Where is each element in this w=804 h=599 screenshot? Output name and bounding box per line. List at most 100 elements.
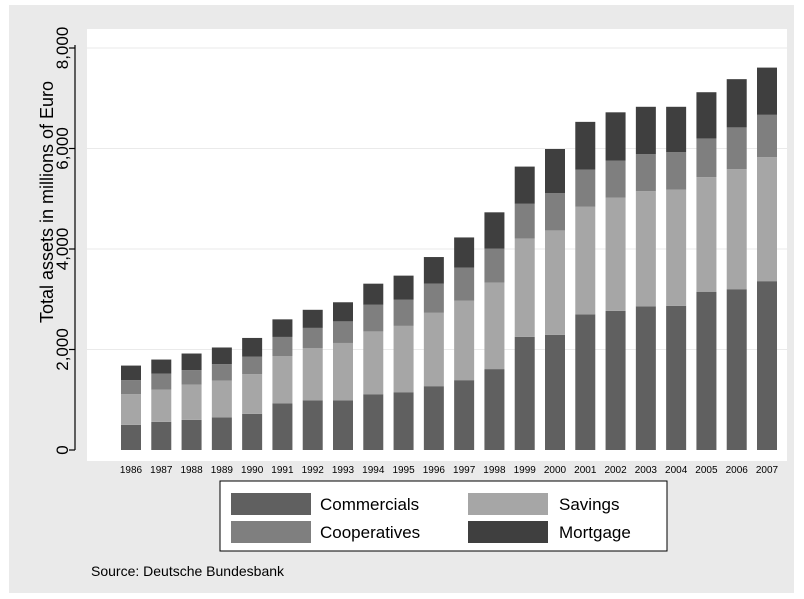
bar-segment-cooperatives-1991 [272,336,293,357]
x-tick-label: 1987 [150,465,173,476]
bar-segment-mortgage-1989 [211,347,232,365]
bar-segment-commercials-2005 [696,291,717,450]
bar-segment-cooperatives-1993 [333,321,353,343]
bar-segment-savings-1986 [121,394,141,425]
bar-segment-cooperatives-2002 [605,160,626,198]
bar-segment-savings-2005 [696,177,717,292]
x-tick-label: 1996 [423,465,446,476]
bar-segment-mortgage-1988 [181,353,202,371]
bar-segment-commercials-2000 [545,334,565,450]
bar-segment-savings-1998 [484,282,505,370]
x-tick-label: 2002 [604,465,627,476]
x-tick-label: 2007 [756,465,779,476]
legend-swatch-cooperatives [231,521,311,543]
x-tick-label: 2000 [544,465,567,476]
bar-segment-mortgage-1999 [514,166,535,204]
bar-segment-commercials-2006 [726,289,747,450]
bar-segment-cooperatives-1997 [454,267,475,301]
bar-segment-savings-2007 [757,157,777,282]
bar-segment-commercials-1994 [363,394,384,450]
x-tick-label: 1993 [332,465,355,476]
x-axis: 1986 1987 1988 1989 1990 1991 1992 1993 1994 1995… [120,465,779,476]
bar-segment-cooperatives-1995 [393,299,414,326]
bar-segment-cooperatives-1994 [363,304,384,332]
bar-segment-commercials-2004 [666,305,687,450]
y-tick-label: 6,000 [53,127,72,170]
bar-segment-savings-2004 [666,189,687,306]
bar-segment-mortgage-2005 [696,92,717,139]
x-tick-label: 2003 [635,465,658,476]
bar-segment-mortgage-1998 [484,212,505,249]
bar-segment-commercials-2007 [757,281,777,450]
bar-segment-savings-1993 [333,342,353,401]
bar-segment-mortgage-1990 [242,337,263,357]
bar-segment-cooperatives-1986 [121,380,141,395]
bar-segment-mortgage-2004 [666,106,687,153]
bar-segment-commercials-1996 [423,386,444,450]
bar-segment-cooperatives-2003 [635,154,656,192]
bar-segment-savings-1988 [181,384,202,420]
x-tick-label: 1999 [514,465,537,476]
bar-segment-savings-1994 [363,331,384,395]
bar-segment-savings-1991 [272,356,293,404]
bar-segment-cooperatives-1996 [423,283,444,313]
bar-segment-commercials-1989 [211,417,232,450]
legend-swatch-mortgage [468,521,548,543]
x-tick-label: 1998 [483,465,506,476]
bar-segment-cooperatives-2006 [726,127,747,170]
legend-label-mortgage: Mortgage [559,523,631,542]
bar-segment-mortgage-2002 [605,112,626,161]
bar-segment-cooperatives-2004 [666,152,687,190]
bar-segment-savings-1996 [423,312,444,387]
bar-segment-commercials-1991 [272,403,293,450]
bar-segment-cooperatives-2007 [757,114,777,158]
bar-segment-mortgage-1993 [333,302,353,322]
bar-segment-savings-1999 [514,238,535,337]
bar-segment-commercials-1993 [333,400,353,450]
bar-segment-commercials-2003 [635,306,656,450]
x-tick-label: 1992 [302,465,325,476]
bar-segment-mortgage-2006 [726,79,747,128]
bar-segment-mortgage-2001 [575,121,596,170]
bars-group [121,67,777,450]
y-axis: 0 2,000 4,000 6,000 8,000 [53,27,76,455]
bar-segment-cooperatives-1989 [211,364,232,381]
bar-segment-mortgage-2007 [757,67,777,115]
x-tick-label: 1994 [362,465,385,476]
legend-label-cooperatives: Cooperatives [320,523,420,542]
legend-label-savings: Savings [559,495,619,514]
x-tick-label: 1995 [392,465,415,476]
legend: Commercials Savings Cooperatives Mortgage [219,480,668,552]
x-tick-label: 2001 [574,465,597,476]
bar-segment-mortgage-1996 [423,257,444,284]
x-tick-label: 1989 [211,465,234,476]
bar-segment-savings-1989 [211,380,232,418]
chart-figure: 0 2,000 4,000 6,000 8,000 1986 1987 1988 1989 19… [9,5,794,593]
bar-segment-cooperatives-1992 [302,327,323,348]
bar-segment-mortgage-1997 [454,237,475,268]
x-tick-label: 1986 [120,465,143,476]
legend-label-commercials: Commercials [320,495,419,514]
bar-segment-savings-1992 [302,347,323,401]
bar-segment-cooperatives-2001 [575,169,596,207]
y-tick-label: 2,000 [53,328,72,371]
bar-segment-commercials-1997 [454,380,475,450]
bar-segment-commercials-1999 [514,336,535,450]
bar-segment-savings-2001 [575,206,596,315]
bar-segment-mortgage-1992 [302,309,323,328]
bar-segment-mortgage-1995 [393,275,414,300]
x-tick-label: 1988 [180,465,203,476]
y-tick-label: 0 [53,445,72,454]
bar-segment-mortgage-2000 [545,149,565,194]
y-axis-label: Total assets in millions of Euro [37,81,57,323]
bar-segment-cooperatives-1998 [484,248,505,283]
bar-segment-commercials-1986 [121,424,141,450]
bar-segment-cooperatives-2005 [696,138,717,178]
source-note: Source: Deutsche Bundesbank [91,563,285,579]
bar-segment-cooperatives-1987 [151,373,172,390]
legend-swatch-commercials [231,493,311,515]
bar-segment-savings-1997 [454,300,475,381]
x-tick-label: 2006 [726,465,749,476]
bar-segment-mortgage-1987 [151,359,172,374]
